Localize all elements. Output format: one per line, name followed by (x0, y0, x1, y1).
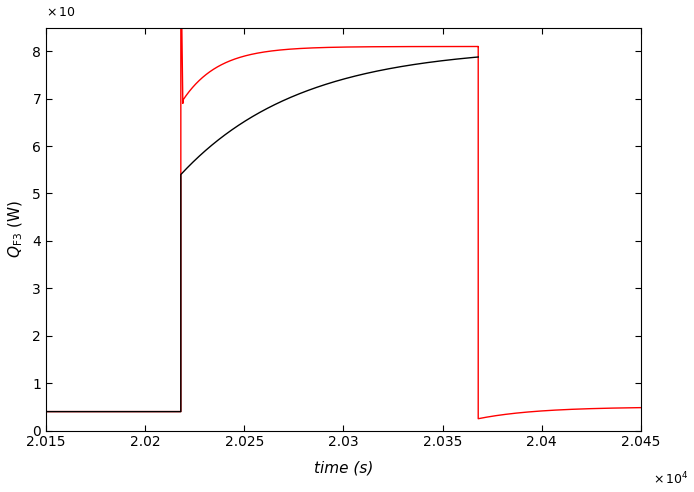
Text: $\times\,10$: $\times\,10$ (46, 6, 76, 20)
X-axis label: time (s): time (s) (314, 461, 373, 476)
Y-axis label: $Q_{\mathrm{F3}}$ (W): $Q_{\mathrm{F3}}$ (W) (7, 200, 26, 258)
Text: $\times\,10^4$: $\times\,10^4$ (652, 471, 688, 488)
